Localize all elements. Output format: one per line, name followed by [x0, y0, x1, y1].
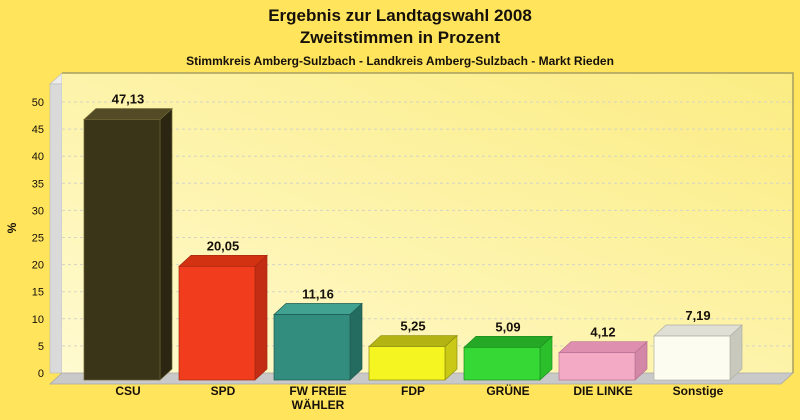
x-category-label: DIE LINKE [573, 384, 632, 398]
bar-side-FW FREIE WÄHLER [349, 302, 363, 381]
bar-top-FDP [368, 335, 458, 347]
chart-header: Ergebnis zur Landtagswahl 2008 Zweitstim… [0, 0, 800, 68]
bar-SPD [178, 265, 256, 381]
x-category-label: SPD [211, 384, 236, 398]
y-tick-35: 35 [32, 178, 44, 190]
y-tick-15: 15 [32, 287, 44, 299]
bar-top-CSU [83, 108, 173, 120]
x-category-label: Sonstige [673, 384, 724, 398]
x-category-label: GRÜNE [486, 383, 529, 398]
bar-value-label: 7,19 [685, 308, 710, 323]
y-tick-40: 40 [32, 151, 44, 163]
bar-top-GRÜNE [463, 336, 553, 348]
y-tick-30: 30 [32, 205, 44, 217]
bar-value-label: 4,12 [590, 325, 615, 340]
bar-top-SPD [178, 254, 268, 267]
bar-value-label: 47,13 [112, 92, 145, 107]
y-tick-0: 0 [38, 368, 44, 380]
bar-DIE LINKE [558, 352, 636, 381]
bar-top-DIE LINKE [558, 341, 648, 354]
y-tick-50: 50 [32, 97, 44, 109]
bar-FW FREIE WÄHLER [273, 314, 351, 381]
y-tick-10: 10 [32, 314, 44, 326]
bar-value-label: 20,05 [207, 238, 240, 253]
bar-side-SPD [254, 254, 268, 381]
plot-left-wall-bevel [49, 72, 63, 85]
bar-value-label: 5,25 [400, 319, 425, 334]
y-tick-5: 5 [38, 341, 44, 353]
bar-FDP [368, 346, 446, 381]
x-category-label: FDP [401, 384, 425, 398]
x-category-label: CSU [115, 384, 140, 398]
chart-title: Ergebnis zur Landtagswahl 2008 [268, 6, 532, 25]
y-tick-45: 45 [32, 124, 44, 136]
y-tick-25: 25 [32, 233, 44, 245]
bar-value-label: 11,16 [302, 287, 334, 302]
bar-CSU [83, 119, 161, 381]
chart-region-line: Stimmkreis Amberg-Sulzbach - Landkreis A… [186, 54, 614, 68]
y-tick-20: 20 [32, 260, 44, 272]
bar-top-Sonstige [653, 324, 743, 337]
plot-border [62, 72, 794, 373]
bar-side-CSU [159, 107, 173, 381]
bar-value-label: 5,09 [495, 319, 520, 334]
plot-left-wall [49, 83, 63, 374]
x-category-label: WÄHLER [292, 397, 345, 412]
chart-subtitle: Zweitstimmen in Prozent [299, 28, 501, 47]
y-axis-label: % [5, 222, 19, 233]
bar-Sonstige [653, 335, 731, 381]
x-category-label: FW FREIE [289, 384, 346, 398]
bar-top-FW FREIE WÄHLER [273, 303, 363, 315]
bar-GRÜNE [463, 347, 541, 381]
